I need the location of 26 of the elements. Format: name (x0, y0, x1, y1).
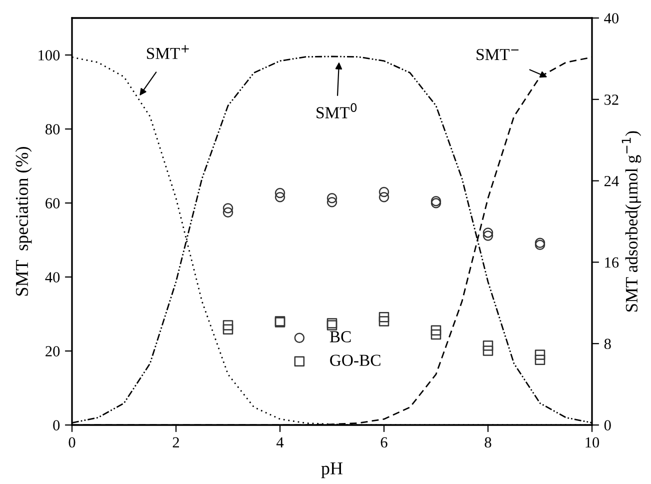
annotation: SMT$^{0}$ (316, 103, 357, 118)
x-tick-label: 10 (586, 437, 600, 448)
y2-tick-label: 40 (604, 13, 618, 24)
y-axis-title: SMT speciation (%) (15, 146, 32, 296)
y2-axis-title: SMT adsorbed(μmol g$^{−1}$) (622, 131, 642, 312)
y2-tick-label: 8 (604, 338, 611, 350)
y2-tick-label: 32 (604, 94, 618, 105)
y-tick-label: 0 (53, 420, 60, 430)
annotation: SMT$^{+}$ (146, 45, 189, 60)
y-tick-label: 60 (46, 198, 60, 208)
x-tick-label: 8 (484, 437, 492, 448)
y-tick-label: 40 (45, 272, 60, 282)
legend-label: GO-BC (330, 354, 380, 366)
y2-tick-label: 24 (604, 176, 619, 186)
y-tick-label: 80 (46, 124, 60, 134)
x-tick-label: 2 (172, 437, 179, 448)
annotation: SMT$^{−}$ (476, 48, 519, 60)
x-axis-title: pH (321, 462, 343, 478)
y2-tick-label: 16 (605, 257, 619, 268)
x-tick-label: 4 (276, 437, 284, 448)
x-tick-label: 0 (68, 437, 76, 448)
y2-tick-label: 0 (604, 420, 611, 430)
y-tick-label: 20 (46, 346, 60, 356)
x-tick-label: 6 (380, 437, 388, 448)
y-tick-label: 100 (38, 50, 60, 60)
legend-label: BC (330, 331, 351, 342)
